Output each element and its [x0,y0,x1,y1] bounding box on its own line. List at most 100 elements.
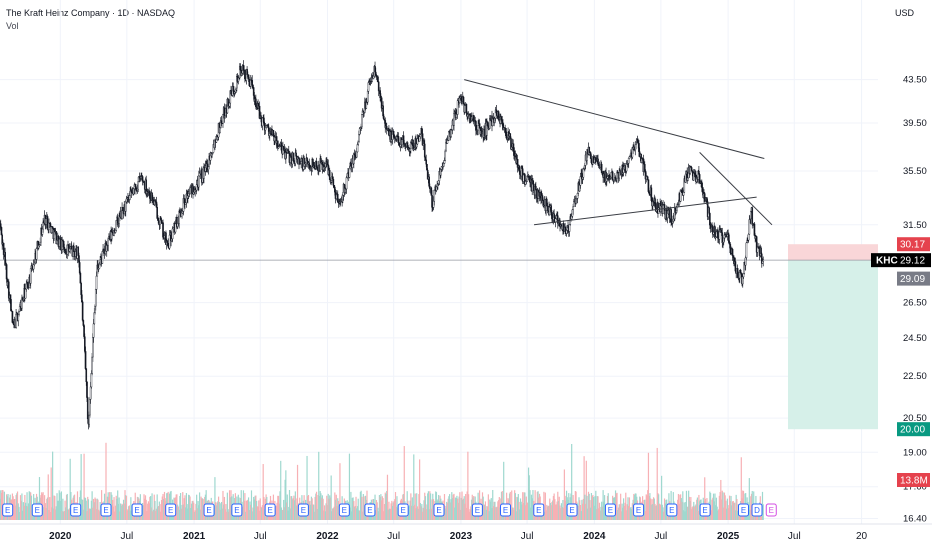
candle-body [708,207,710,214]
volume-bar [362,511,364,520]
volume-bar [748,478,750,520]
volume-bar [392,502,394,520]
volume-bar [223,496,226,520]
volume-bar [571,444,573,520]
volume-bar [176,494,178,520]
volume-bar [294,491,296,520]
candle-body [450,129,452,138]
volume-bar [315,493,317,520]
volume-bar [522,492,524,520]
volume-bar [185,493,188,520]
candle-body [762,259,765,262]
volume-bar [391,505,394,520]
volume-bar [352,497,354,520]
volume-bar [257,506,259,520]
volume-bar [418,494,420,520]
volume-bar [649,493,651,520]
volume-bar [527,502,529,520]
volume-bar [565,495,567,520]
volume-bar [324,511,326,520]
volume-bar [90,508,92,520]
volume-bar [427,493,429,520]
volume-bar [579,500,581,520]
x-tick-label: 2025 [717,531,740,542]
volume-bar [64,500,66,520]
volume-bar [690,497,692,520]
volume-bar [482,496,484,520]
volume-bar [447,498,449,520]
volume-bar [125,495,128,520]
volume-bar [288,490,291,520]
volume-bar [587,491,590,520]
volume-bar [520,501,522,520]
volume-bar [711,499,713,520]
earnings-badge: E [5,506,10,515]
volume-bar [283,499,285,520]
volume-bar [451,498,454,520]
volume-bar [146,511,148,520]
volume-bar [411,497,413,520]
volume-bar [253,496,255,520]
volume-bar [557,500,560,520]
volume-bar [149,496,151,520]
volume-bar [63,511,65,520]
volume-bar [547,505,549,520]
volume-bar [682,510,685,520]
volume-bar [179,492,182,520]
volume-bar [214,477,216,520]
volume-bar [378,495,381,520]
volume-bar [683,502,685,520]
volume-bar [487,494,489,520]
volume-bar [590,507,592,520]
volume-bar [384,492,386,520]
volume-indicator-label[interactable]: Vol [6,21,19,31]
volume-bar [645,494,647,520]
volume-bar [512,507,514,520]
volume-bar [691,507,693,520]
volume-bar [449,502,451,520]
volume-bar [444,508,446,520]
volume-bar [13,499,15,520]
volume-bar [127,509,129,520]
volume-bar [677,499,679,520]
volume-bar [651,499,653,520]
volume-bar [376,502,378,520]
candle-body [89,386,92,400]
volume-bar [251,511,253,520]
volume-bar [452,494,454,520]
volume-bar [47,474,49,520]
volume-bar [156,494,158,520]
candle-body [747,233,750,241]
candle-body [95,275,98,290]
stop-price-label-bg [897,237,930,252]
volume-bar [285,470,287,520]
y-tick-label: 24.50 [903,333,927,344]
volume-bar [449,494,451,520]
volume-bar [486,506,488,520]
volume-bar [489,499,491,520]
earnings-badge-box [131,503,143,517]
volume-bar [68,509,70,520]
volume-bar [419,459,421,520]
volume-bar [417,508,419,520]
volume-bar [518,501,520,520]
last-price-label-bg [871,253,931,268]
earnings-badge: E [401,506,406,515]
volume-bar [514,490,516,520]
volume-bar [579,505,582,520]
volume-bar [24,494,26,520]
volume-bar [46,497,49,520]
candle-body [442,163,445,167]
volume-bar [413,454,415,520]
volume-bar [161,496,163,520]
volume-bar [395,506,397,520]
earnings-badge: E [475,506,480,515]
volume-bar [282,510,284,520]
volume-bar [427,491,429,520]
volume-bar [1,490,3,520]
volume-bar [453,493,455,520]
volume-bar [648,495,650,520]
volume-bar [582,498,584,520]
